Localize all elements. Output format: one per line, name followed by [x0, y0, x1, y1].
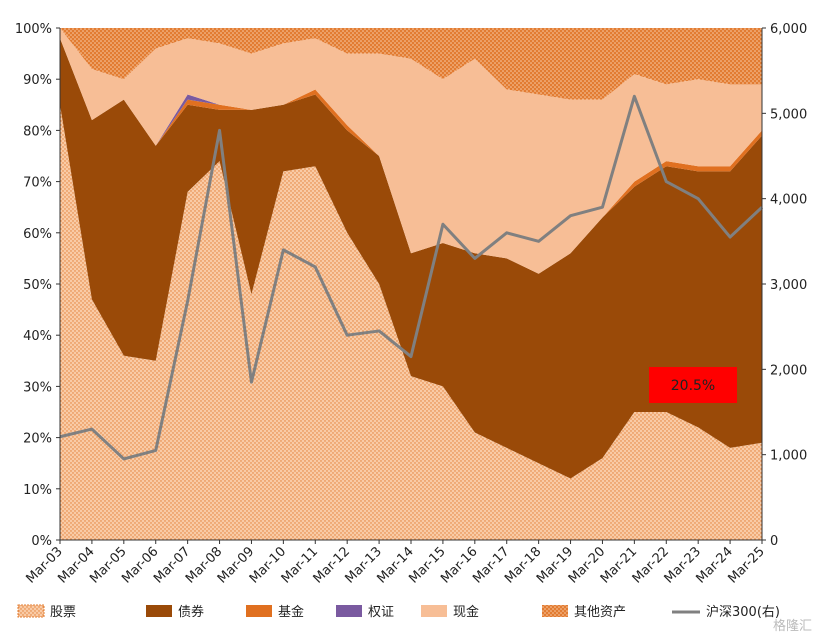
area-series-2 [60, 38, 762, 479]
x-axis: Mar-03Mar-04Mar-05Mar-06Mar-07Mar-08Mar-… [23, 539, 768, 587]
right-tick-label: 5,000 [770, 107, 807, 122]
legend-label: 债券 [178, 604, 204, 620]
left-tick-label: 20% [23, 432, 52, 447]
legend-swatch [336, 605, 362, 617]
left-tick-label: 30% [23, 380, 52, 395]
right-axis: 0 1,000 2,000 3,000 4,000 5,000 6,000 [761, 22, 807, 549]
legend-label: 沪深300(右) [706, 604, 780, 620]
annotation-label: 20.5% [671, 378, 715, 394]
left-tick-label: 50% [23, 278, 52, 293]
legend-swatch [421, 605, 447, 617]
watermark: 格隆汇 [773, 618, 812, 634]
legend-label: 股票 [50, 605, 76, 620]
area-series-6 [60, 28, 762, 100]
left-axis: 0% 10% 20% 30% 40% 50% 60% 70% 80% 90% 100% [15, 22, 61, 549]
legend-swatch [542, 605, 568, 617]
annotation-callout: 20.5% [649, 367, 737, 403]
legend-label: 基金 [278, 604, 304, 620]
plot-area [59, 28, 764, 541]
right-tick-label: 2,000 [770, 363, 807, 378]
left-tick-label: 60% [23, 227, 52, 242]
legend-swatch [17, 604, 45, 618]
left-tick-label: 90% [23, 73, 52, 88]
right-tick-label: 6,000 [770, 22, 807, 37]
right-tick-label: 0 [770, 534, 778, 549]
legend-swatch [246, 605, 272, 617]
left-tick-label: 10% [23, 483, 52, 498]
legend: 股票 债券 基金 权证 现金 其他资产 沪深300(右) [17, 604, 780, 620]
left-tick-label: 0% [31, 534, 52, 549]
annotation-box [649, 367, 737, 403]
area-series-1 [60, 104, 762, 541]
left-tick-label: 70% [23, 176, 52, 191]
right-tick-label: 3,000 [770, 278, 807, 293]
left-tick-label: 100% [15, 22, 52, 37]
right-tick-label: 1,000 [770, 449, 807, 464]
x-tick-label: Mar-25 [725, 544, 767, 586]
legend-swatch [146, 605, 172, 617]
legend-label: 现金 [453, 604, 479, 620]
left-tick-label: 80% [23, 124, 52, 139]
watermark-text: 格隆汇 [773, 618, 812, 634]
right-tick-label: 4,000 [770, 193, 807, 208]
legend-label: 权证 [368, 604, 394, 620]
left-tick-label: 40% [23, 329, 52, 344]
legend-label: 其他资产 [574, 605, 626, 620]
